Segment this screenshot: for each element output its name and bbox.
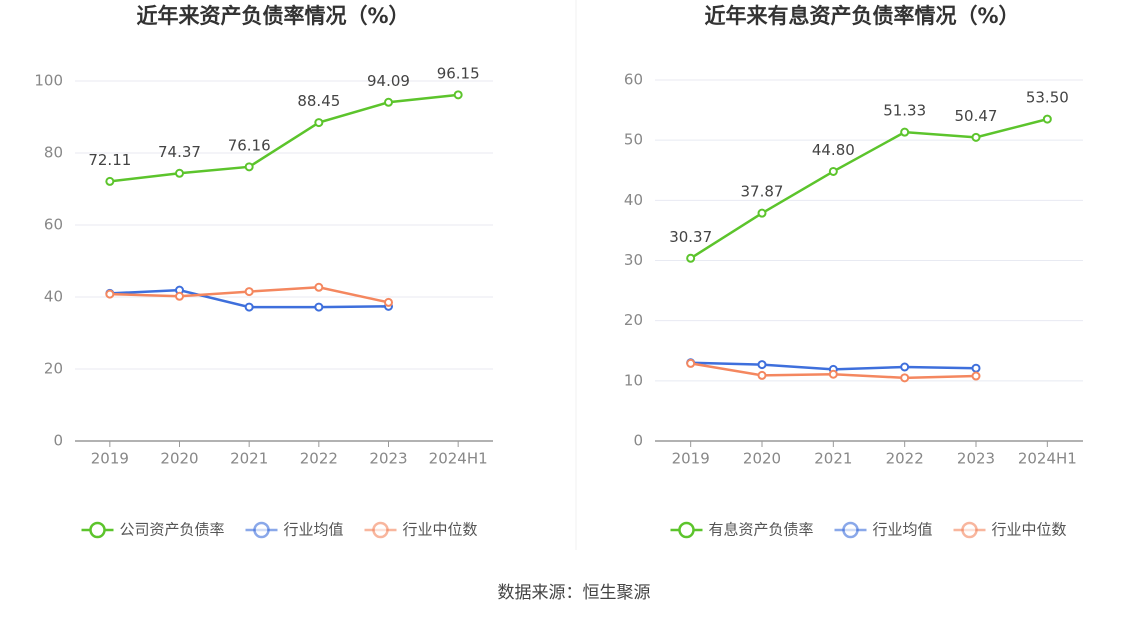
legend-label: 有息资产负债率 [709, 521, 814, 539]
data-point [900, 362, 910, 372]
y-tick-label: 40 [624, 191, 643, 209]
data-point [314, 282, 324, 292]
y-tick-label: 20 [44, 360, 63, 378]
legend-marker [253, 521, 270, 539]
y-tick-label: 30 [624, 251, 643, 269]
data-point [1042, 114, 1052, 124]
source: 数据来源：恒生聚源 [498, 583, 651, 603]
y-tick-label: 0 [633, 432, 643, 450]
data-label: 53.50 [1026, 89, 1069, 107]
y-tick-label: 80 [44, 144, 63, 162]
series-line [689, 117, 1048, 260]
data-point [175, 291, 184, 301]
data-point [244, 302, 254, 312]
legend-label: 行业均值 [873, 521, 933, 539]
x-tick-label: 2023 [369, 450, 407, 468]
legend-label: 行业中位数 [992, 521, 1067, 539]
data-point [686, 358, 696, 368]
data-point [757, 208, 767, 218]
data-point [971, 363, 981, 373]
data-label: 44.80 [812, 141, 855, 159]
data-point [453, 90, 463, 100]
data-label: 96.15 [437, 64, 480, 82]
data-label: 76.16 [228, 136, 271, 154]
data-point [828, 166, 838, 176]
data-point [314, 302, 324, 312]
data-label: 74.37 [158, 143, 201, 161]
data-point [686, 253, 696, 263]
data-point [244, 287, 254, 297]
legend-marker [961, 521, 978, 539]
data-label: 72.11 [88, 151, 131, 169]
data-point [314, 118, 324, 128]
data-point [757, 360, 767, 370]
data-point [971, 371, 981, 381]
data-point [757, 370, 767, 380]
legend-marker [89, 521, 106, 539]
x-tick-label: 2021 [230, 450, 268, 468]
y-tick-label: 40 [44, 288, 63, 306]
data-label: 30.37 [669, 228, 712, 246]
data-point [384, 97, 393, 107]
y-tick-label: 100 [34, 72, 63, 90]
data-point [105, 176, 115, 186]
legend-label: 行业中位数 [403, 521, 478, 539]
data-point [175, 168, 184, 178]
x-tick-label: 2024H1 [1018, 450, 1077, 468]
data-label: 37.87 [741, 183, 784, 201]
legend-marker [842, 521, 859, 539]
x-tick-label: 2020 [160, 450, 198, 468]
data-point [384, 297, 393, 307]
data-point [900, 373, 910, 383]
series-line [109, 93, 459, 183]
y-tick-label: 50 [624, 131, 643, 149]
y-tick-label: 10 [624, 371, 643, 389]
legend-label: 行业均值 [284, 521, 344, 539]
chart-title: 近年来有息资产负债率情况（%） [704, 4, 1019, 28]
x-tick-label: 2019 [672, 450, 710, 468]
legend-marker [678, 521, 695, 539]
y-tick-label: 60 [624, 71, 643, 89]
x-tick-label: 2024H1 [429, 450, 488, 468]
data-point [244, 162, 254, 172]
y-tick-label: 20 [624, 311, 643, 329]
data-label: 51.33 [883, 102, 926, 120]
x-tick-label: 2022 [886, 450, 924, 468]
data-label: 94.09 [367, 72, 410, 90]
data-point [900, 127, 910, 137]
data-point [971, 132, 981, 142]
x-tick-label: 2023 [957, 450, 995, 468]
legend-label: 公司资产负债率 [120, 521, 225, 539]
x-tick-label: 2019 [91, 450, 129, 468]
x-tick-label: 2022 [300, 450, 338, 468]
y-tick-label: 0 [53, 432, 63, 450]
legend-marker [372, 521, 389, 539]
y-tick-label: 60 [44, 216, 63, 234]
data-point [828, 369, 838, 379]
x-tick-label: 2020 [743, 450, 781, 468]
data-label: 50.47 [955, 107, 998, 125]
data-point [105, 289, 115, 299]
data-label: 88.45 [297, 92, 340, 110]
x-tick-label: 2021 [814, 450, 852, 468]
chart-title: 近年来资产负债率情况（%） [136, 4, 409, 28]
